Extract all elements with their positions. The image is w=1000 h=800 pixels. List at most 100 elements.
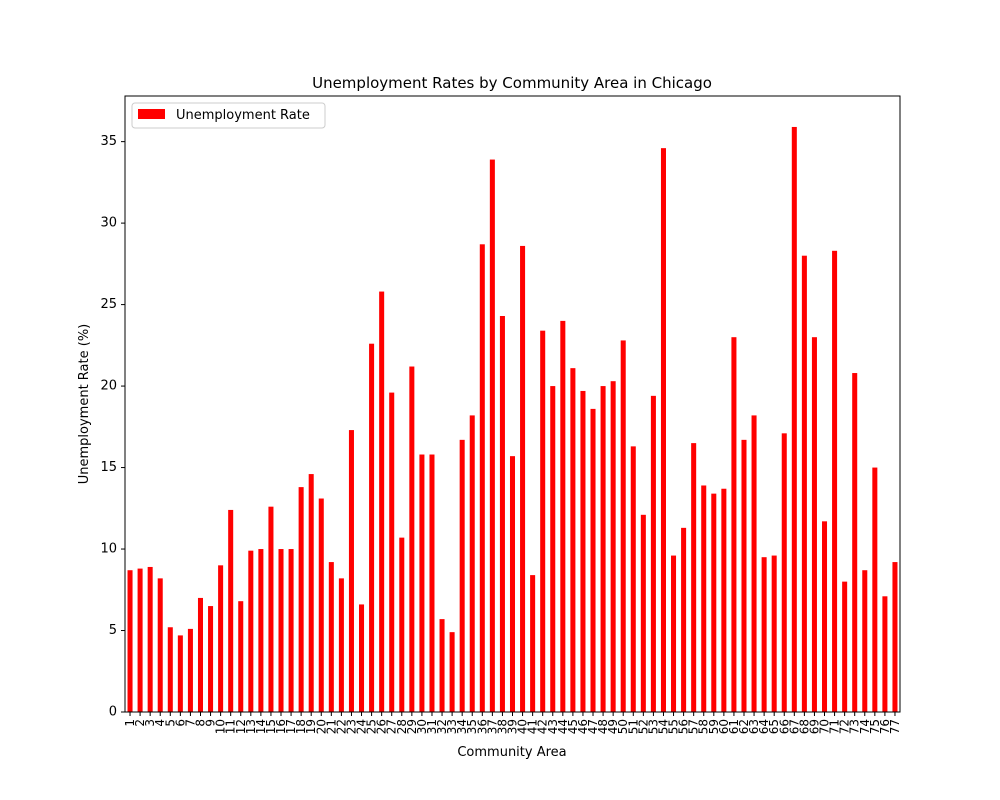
x-tick-label: 14 — [254, 719, 268, 734]
bar-area-52 — [640, 514, 646, 712]
x-tick-label: 16 — [274, 719, 288, 734]
bar-area-4 — [157, 578, 163, 712]
x-tick-label: 29 — [405, 719, 419, 734]
bar-area-71 — [832, 250, 838, 712]
legend-box — [131, 102, 326, 129]
x-tick-label: 26 — [375, 719, 389, 734]
x-tick-label: 48 — [596, 719, 610, 734]
bar-area-73 — [852, 373, 858, 712]
bar-area-25 — [369, 343, 375, 712]
y-tick-label: 10 — [100, 542, 117, 557]
x-tick-label: 72 — [838, 719, 852, 734]
plot-area-frame — [124, 95, 901, 713]
bar-area-11 — [228, 509, 234, 712]
bar-area-40 — [520, 245, 526, 712]
x-tick-label: 76 — [878, 719, 892, 734]
x-tick-label: 23 — [344, 719, 358, 734]
y-axis-label: Unemployment Rate (%) — [77, 324, 92, 485]
x-tick-label: 56 — [677, 719, 691, 734]
legend: Unemployment Rate — [131, 102, 326, 129]
x-tick-label: 19 — [304, 719, 318, 734]
x-tick-label: 6 — [173, 719, 187, 727]
bar-area-45 — [570, 368, 576, 712]
x-tick-label: 12 — [234, 719, 248, 734]
x-tick-label: 17 — [284, 719, 298, 734]
legend-swatch — [138, 109, 165, 119]
x-tick-label: 73 — [848, 719, 862, 734]
bar-area-49 — [610, 381, 616, 712]
x-tick-label: 55 — [667, 719, 681, 734]
bar-area-15 — [268, 506, 274, 712]
bar-area-68 — [801, 255, 807, 712]
x-tick-label: 70 — [818, 719, 832, 734]
bar-area-20 — [318, 498, 324, 712]
bar-area-33 — [449, 632, 455, 712]
x-tick-label: 51 — [626, 719, 640, 734]
x-tick-label: 75 — [868, 719, 882, 734]
x-tick-label: 46 — [576, 719, 590, 734]
x-tick-label: 74 — [858, 719, 872, 734]
bar-area-18 — [298, 487, 304, 712]
x-tick-label: 62 — [737, 719, 751, 734]
x-tick-label: 77 — [888, 719, 902, 734]
x-tick-label: 59 — [707, 719, 721, 734]
x-tick-label: 42 — [536, 719, 550, 734]
x-tick-label: 30 — [415, 719, 429, 734]
bar-area-19 — [308, 474, 314, 712]
x-tick-label: 54 — [656, 719, 670, 734]
bar-area-1 — [127, 570, 133, 712]
bars — [127, 126, 898, 713]
bar-area-44 — [560, 320, 566, 712]
bar-area-43 — [550, 386, 556, 712]
bar-area-30 — [419, 454, 425, 712]
bar-area-38 — [499, 316, 505, 712]
x-tick-label: 11 — [224, 719, 238, 734]
bar-area-48 — [600, 386, 606, 712]
x-tick-label: 58 — [697, 719, 711, 734]
bar-area-24 — [359, 604, 365, 712]
x-tick-label: 50 — [616, 719, 630, 734]
x-tick-label: 38 — [495, 719, 509, 734]
x-tick-label: 44 — [556, 719, 570, 734]
x-tick-label: 41 — [526, 719, 540, 734]
x-axis-label: Community Area — [457, 745, 566, 760]
x-tick-label: 10 — [214, 719, 228, 734]
bar-area-3 — [147, 566, 153, 712]
bar-area-61 — [731, 337, 737, 712]
x-tick-label: 22 — [334, 719, 348, 734]
x-tick-label: 32 — [435, 719, 449, 734]
x-tick-label: 52 — [636, 719, 650, 734]
bar-area-51 — [630, 446, 636, 712]
x-tick-label: 49 — [606, 719, 620, 734]
bar-area-41 — [530, 575, 536, 712]
y-tick-label: 30 — [100, 216, 117, 231]
x-tick-label: 60 — [717, 719, 731, 734]
bar-area-76 — [882, 596, 888, 712]
bar-area-60 — [721, 488, 727, 712]
bar-area-47 — [590, 408, 596, 712]
x-tick-label: 53 — [646, 719, 660, 734]
x-tick-label: 34 — [455, 719, 469, 734]
bar-area-28 — [399, 537, 405, 712]
x-axis-ticks: 1234567891011121314151617181920212223242… — [123, 712, 902, 734]
x-tick-label: 1 — [123, 719, 137, 727]
bar-area-21 — [328, 562, 334, 712]
x-tick-label: 45 — [566, 719, 580, 734]
legend-label: Unemployment Rate — [176, 108, 310, 123]
y-tick-label: 0 — [109, 705, 117, 720]
bar-area-26 — [379, 291, 385, 712]
bar-area-31 — [429, 454, 435, 712]
bar-area-63 — [751, 415, 757, 712]
x-tick-label: 69 — [807, 719, 821, 734]
x-tick-label: 25 — [365, 719, 379, 734]
bar-area-55 — [671, 555, 677, 712]
bar-area-29 — [409, 366, 415, 712]
x-tick-label: 13 — [244, 719, 258, 734]
x-tick-label: 33 — [445, 719, 459, 734]
bar-area-37 — [489, 159, 495, 712]
bar-area-36 — [479, 244, 485, 713]
bar-area-32 — [439, 619, 445, 712]
x-tick-label: 18 — [294, 719, 308, 734]
x-tick-label: 31 — [425, 719, 439, 734]
